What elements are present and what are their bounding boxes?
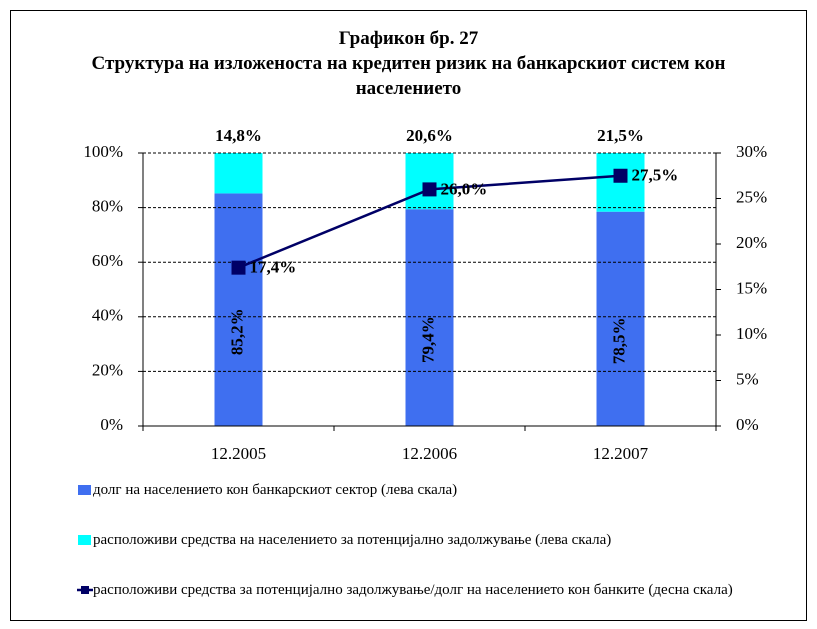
bar bbox=[214, 193, 263, 426]
line-marker bbox=[422, 182, 437, 197]
y-tick-label: 40% bbox=[92, 306, 123, 325]
legend-label: долг на населението кон банкарскиот сект… bbox=[93, 482, 458, 498]
bar-value-label: 79,4% bbox=[418, 316, 437, 363]
bar bbox=[214, 153, 263, 194]
legend-swatch bbox=[78, 535, 91, 545]
bar-value-label: 85,2% bbox=[227, 308, 246, 355]
line-marker bbox=[231, 260, 246, 275]
y-tick-label: 20% bbox=[92, 360, 123, 379]
y2-tick-label: 25% bbox=[736, 187, 767, 206]
y2-tick-label: 15% bbox=[736, 278, 767, 297]
bar bbox=[405, 209, 454, 426]
legend-label: расположиви средства на населението за п… bbox=[93, 532, 612, 548]
title-block: Графикон бр. 27 Структура на изложеноста… bbox=[60, 26, 757, 101]
y-tick-label: 0% bbox=[100, 415, 123, 434]
line-marker bbox=[613, 168, 628, 183]
bar bbox=[596, 211, 645, 426]
y2-tick-label: 30% bbox=[736, 142, 767, 161]
y-tick-label: 60% bbox=[92, 251, 123, 270]
bar-value-label: 20,6% bbox=[406, 126, 453, 145]
y2-tick-label: 5% bbox=[736, 369, 759, 388]
y2-tick-label: 20% bbox=[736, 233, 767, 252]
frame bbox=[10, 10, 807, 621]
line-value-label: 26,0% bbox=[441, 179, 488, 198]
bar-value-label: 78,5% bbox=[609, 317, 628, 364]
x-tick-label: 12.2007 bbox=[593, 444, 649, 463]
legend-swatch bbox=[78, 485, 91, 495]
legend-swatch bbox=[81, 586, 89, 594]
x-tick-label: 12.2006 bbox=[402, 444, 457, 463]
bar bbox=[405, 153, 454, 210]
x-tick-label: 12.2005 bbox=[211, 444, 266, 463]
line-value-label: 17,4% bbox=[250, 258, 297, 277]
y-tick-label: 80% bbox=[92, 197, 123, 216]
line-value-label: 27,5% bbox=[632, 166, 679, 185]
y2-tick-label: 10% bbox=[736, 324, 767, 343]
bar-value-label: 21,5% bbox=[597, 126, 644, 145]
legend-label: расположиви средства за потенцијално зад… bbox=[93, 582, 733, 598]
y2-tick-label: 0% bbox=[736, 415, 759, 434]
bar-value-label: 14,8% bbox=[215, 126, 262, 145]
chart-title: Графикон бр. 27 bbox=[338, 28, 479, 49]
y-tick-label: 100% bbox=[83, 142, 123, 161]
chart-subtitle: Структура на изложеноста на кредитен риз… bbox=[91, 53, 726, 99]
